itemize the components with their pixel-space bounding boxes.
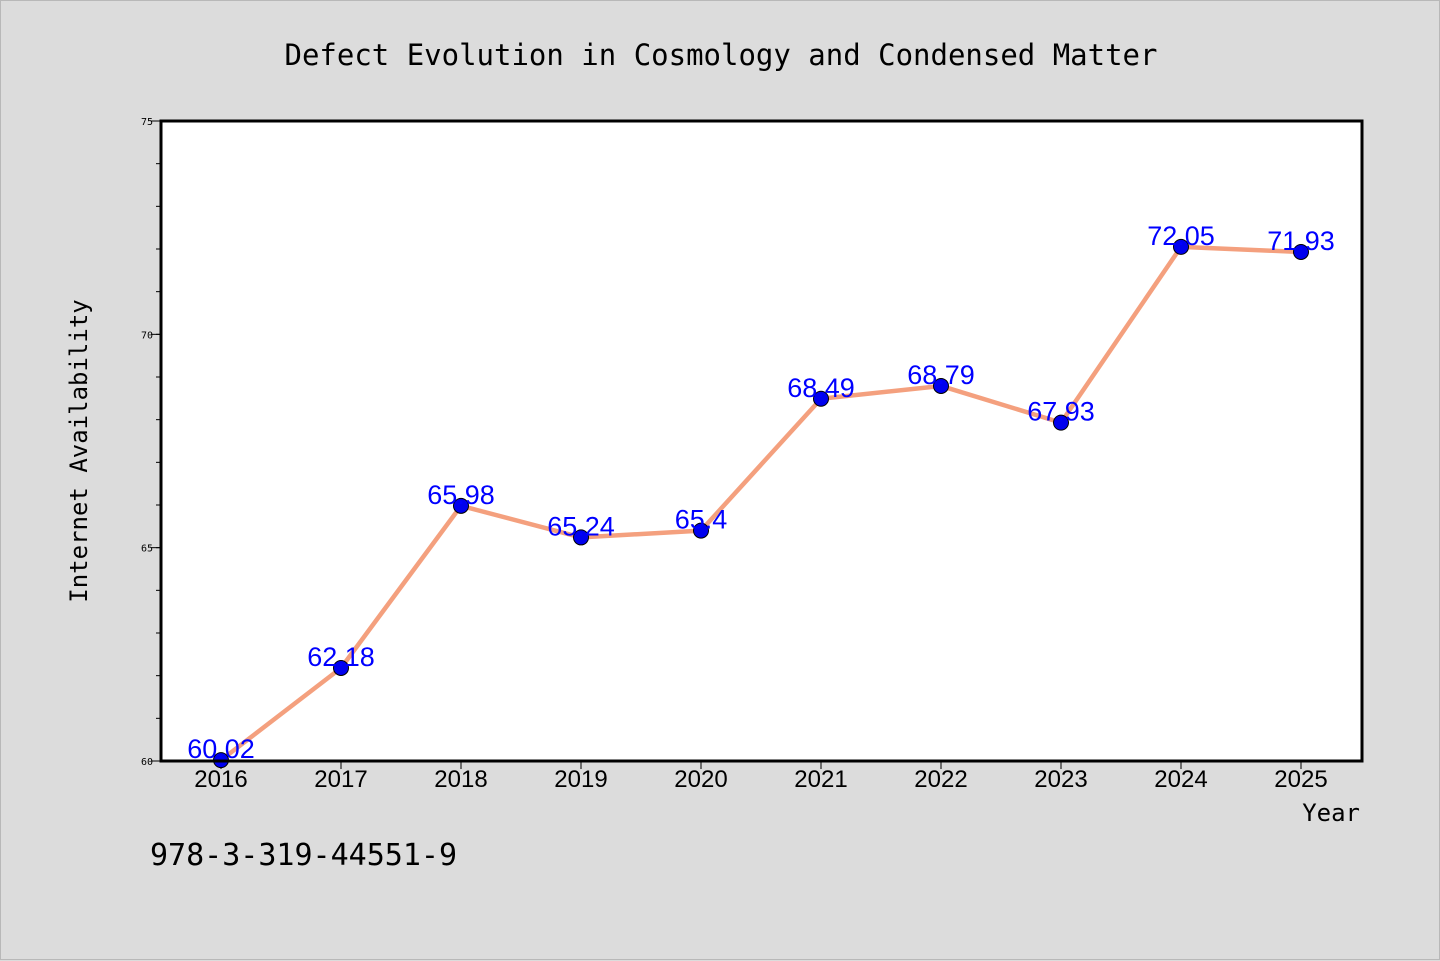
x-tick-label: 2021 [794,766,847,793]
data-label: 71.93 [1267,226,1335,256]
data-point [453,497,469,514]
data-point [333,659,349,676]
x-tick-label: 2022 [914,766,967,793]
data-point [573,529,589,546]
data-point [1293,243,1309,260]
y-tick-label: 65 [141,544,153,555]
y-major-ticks [151,120,161,762]
data-point [1053,414,1069,431]
data-label: 67.93 [1027,397,1095,427]
y-tick-labels: 60 65 70 75 [141,117,153,768]
x-axis-label: Year [1302,799,1360,827]
data-label: 72.05 [1147,221,1215,251]
data-labels: 60.02 62.18 65.98 65.24 65.4 68.49 68.79 67.93 7… [187,221,1335,764]
data-label: 60.02 [187,734,255,764]
data-label: 65.98 [427,480,495,510]
data-label: 65.4 [675,505,728,535]
data-point [693,522,709,539]
y-tick-label: 60 [141,757,153,768]
data-label: 62.18 [307,642,375,672]
x-tick-label: 2023 [1034,766,1087,793]
data-markers [213,238,1309,769]
x-tick-label: 2019 [554,766,607,793]
data-label: 65.24 [547,511,615,541]
data-label: 68.79 [907,360,975,390]
data-point [813,390,829,407]
plot-frame [159,119,1364,763]
x-tick-label: 2018 [434,766,487,793]
data-point [933,377,949,394]
chart-title: Defect Evolution in Cosmology and Conden… [285,38,1158,72]
x-tick-label: 2016 [194,766,247,793]
x-tick-label: 2017 [314,766,367,793]
x-tick-label: 2025 [1274,766,1327,793]
x-tick-labels: 2016 2017 2018 2019 2020 2021 2022 2023 2024 2025 [194,766,1327,793]
y-axis-label: Internet Availability [65,299,93,602]
series-line [219,244,1302,762]
footer-code: 978-3-319-44551-9 [150,838,457,873]
x-tick-label: 2024 [1154,766,1207,793]
x-tick-label: 2020 [674,766,727,793]
data-point [1173,238,1189,255]
y-tick-label: 70 [141,330,153,341]
data-label: 68.49 [787,373,855,403]
plot-area [161,121,1362,761]
y-tick-label: 75 [141,117,153,128]
